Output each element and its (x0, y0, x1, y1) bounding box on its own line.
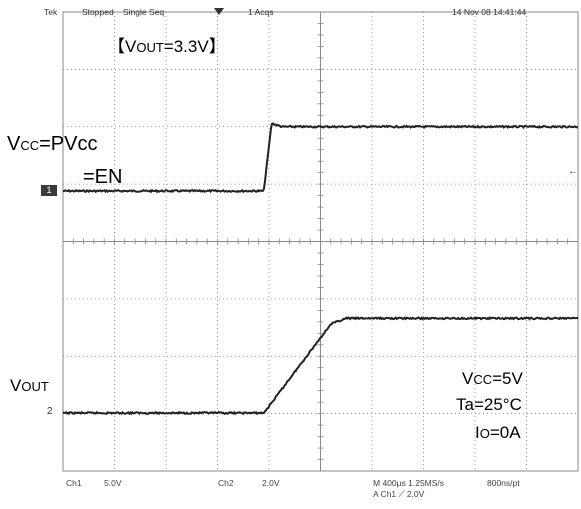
ch2-scale: 2.0V (262, 478, 280, 488)
ch2-ground-marker: 2 (47, 406, 53, 417)
ch2-label: Ch2 (218, 478, 234, 488)
waveform-traces (62, 122, 579, 416)
timebase-readout: M 400µs 1.25MS/s (373, 478, 445, 488)
condition-vcc: VCC=5V (462, 369, 523, 388)
record-readout: 800ns/pt (487, 478, 520, 488)
trigger-position-icon (214, 8, 224, 15)
graticule (62, 11, 579, 472)
status-label: Stopped (82, 7, 114, 17)
en-label: =EN (83, 166, 123, 188)
datetime-label: 14 Nov 08 14:41:44 (452, 7, 527, 17)
ch1-label: Ch1 (66, 478, 82, 488)
condition-io: IO=0A (475, 423, 521, 442)
acqs-label: 1 Acqs (248, 7, 274, 17)
trace-ch2 (62, 316, 579, 416)
trigger-readout: A Ch1 ⟋ 2.0V (373, 489, 425, 499)
ch1-scale: 5.0V (104, 478, 122, 488)
trace-ch1 (62, 122, 579, 194)
mode-label: Single Seq (123, 7, 165, 17)
ch1-ground-marker: 1 (41, 185, 57, 196)
vcc-label: VCC=PVcc (7, 133, 98, 155)
brand-label: Tek (44, 7, 58, 17)
condition-ta: Ta=25°C (456, 395, 522, 414)
vout-label: VOUT (10, 376, 49, 395)
vout-title: 【VOUT=3.3V】 (108, 37, 226, 56)
trigger-level-arrow-icon: ← (568, 166, 578, 177)
